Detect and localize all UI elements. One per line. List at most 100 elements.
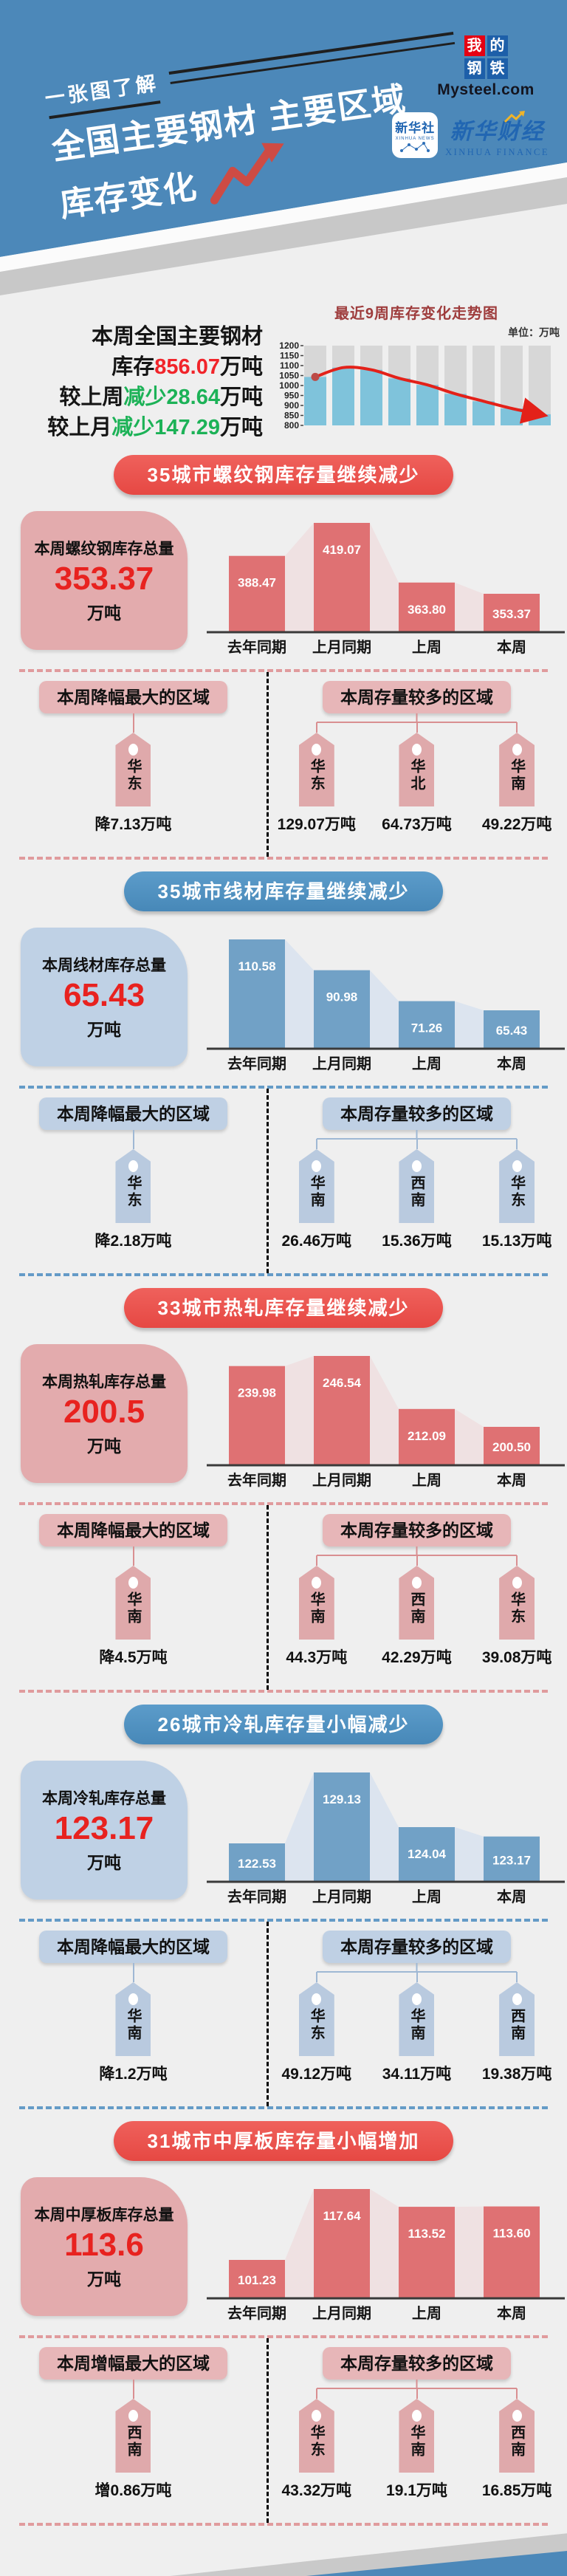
region-tag: 华南	[115, 1982, 151, 2056]
tags-line: 华东 华北 华南	[267, 733, 567, 806]
tag-region-label: 华北	[408, 758, 425, 792]
bar-category-label: 本周	[497, 1888, 526, 1905]
region-tag: 华南	[298, 1566, 334, 1640]
xinhua-finance-logo: 新华财经 XINHUA FINANCE	[445, 110, 549, 158]
section-pill-wrap: 26城市冷轧库存量小幅减少	[0, 1693, 567, 1750]
trend-line	[315, 366, 549, 424]
bar-category-label: 本周	[497, 639, 526, 656]
vertical-dashed-divider	[266, 672, 269, 857]
bar-category-label: 上周	[412, 1472, 441, 1489]
tag-hole	[411, 744, 422, 756]
section-bar-chart: 101.23 117.64 113.52 113.60 去年同期 上月同期 上周 本周	[207, 2189, 565, 2322]
region-tag: 华东	[298, 2399, 334, 2473]
tag-value: 49.22万吨	[481, 816, 552, 833]
bar-value-label: 124.04	[408, 1847, 447, 1861]
bar-value-label: 113.60	[492, 2227, 530, 2241]
top-regions-panel: 本周存量较多的区域 华东 华南 西南 49.12万吨 34.11万吨 19.38万吨	[267, 1931, 567, 2106]
tags-line: 华南	[0, 1982, 267, 2056]
tag-value: 34.11万吨	[382, 2066, 452, 2083]
tags-line: 华东 华南 西南	[267, 2399, 567, 2473]
bar-value-label: 363.80	[408, 603, 446, 617]
section-chart-row: 本周中厚板库存总量 113.6 万吨 101.23 117.64 113.52 113.60…	[0, 2167, 567, 2334]
week-change-value: 减少28.64	[123, 386, 220, 409]
total-inventory-card: 本周热轧库存总量 200.5 万吨	[21, 1344, 188, 1483]
vertical-dashed-divider	[266, 1922, 269, 2106]
section-tags-row: 本周降幅最大的区域 华东 降2.18万吨 本周存量较多的区域 华南 西南 华东 26.46万吨…	[0, 1089, 567, 1273]
tag-hole	[512, 1160, 522, 1172]
section-bar-chart: 110.58 90.98 71.26 65.43 去年同期 上月同期 上周 本周	[207, 939, 565, 1072]
section-chart-row: 本周热轧库存总量 200.5 万吨 239.98 246.54 212.09 200.50 去…	[0, 1334, 567, 1501]
card-value: 353.37	[54, 561, 154, 597]
tag-hole	[312, 1160, 322, 1172]
summary-line3-pre: 较上周	[59, 386, 124, 409]
region-tag: 西南	[499, 2399, 535, 2473]
card-label: 本周热轧库存总量	[42, 1374, 166, 1391]
tag-value: 降1.2万吨	[99, 2066, 168, 2083]
section-title-pill: 26城市冷轧库存量小幅减少	[123, 1705, 444, 1744]
tag-hole	[411, 1993, 422, 2005]
tags-line: 华东	[0, 733, 267, 806]
region-tag: 华东	[499, 1566, 535, 1640]
dashed-divider	[19, 1086, 548, 1089]
tag-region-label: 华南	[508, 758, 525, 792]
tag-value: 降4.5万吨	[99, 1649, 168, 1666]
bar-category-label: 去年同期	[227, 1471, 286, 1489]
finance-arrow-icon	[504, 110, 525, 123]
month-change-value: 减少147.29	[111, 416, 220, 439]
connector-lines	[315, 713, 518, 733]
tag-region-label: 华南	[124, 2008, 141, 2042]
bar-value-label: 122.53	[238, 1857, 276, 1871]
section-bar-chart: 122.53 129.13 124.04 123.17 去年同期 上月同期 上周 本周	[207, 1772, 565, 1905]
zigzag-arrow-icon	[210, 143, 284, 205]
section-pill-wrap: 31城市中厚板库存量小幅增加	[0, 2109, 567, 2167]
tag-region-label: 华东	[124, 758, 141, 792]
bar-category-label: 上月同期	[312, 2305, 371, 2322]
tag-region-label: 华南	[308, 1592, 325, 1626]
card-unit: 万吨	[87, 1853, 121, 1872]
tag-value: 44.3万吨	[286, 1649, 348, 1666]
bar-value-label: 200.50	[492, 1440, 531, 1454]
tags-line: 华南 西南 华东	[267, 1566, 567, 1640]
values-line: 降4.5万吨	[0, 1645, 267, 1668]
card-unit: 万吨	[87, 1020, 121, 1039]
bar-category-label: 去年同期	[227, 1888, 286, 1905]
bar-silhouette	[229, 2189, 540, 2298]
region-tag: 华南	[499, 733, 535, 806]
tag-hole	[411, 1577, 422, 1589]
tag-region-label: 西南	[408, 1592, 425, 1626]
tag-hole	[312, 1993, 322, 2005]
mysteel-logo-grid: 我 的 钢 铁	[434, 35, 537, 79]
panel-title: 本周增幅最大的区域	[38, 2347, 227, 2380]
values-line: 43.32万吨 19.1万吨 16.85万吨	[267, 2479, 567, 2501]
tag-value: 49.12万吨	[281, 2066, 352, 2083]
panel-title: 本周存量较多的区域	[322, 1097, 511, 1130]
dashed-divider	[19, 1273, 548, 1276]
mysteel-logo: 我 的 钢 铁 Mysteel.com	[434, 35, 537, 99]
section-cold-rolled: 26城市冷轧库存量小幅减少 本周冷轧库存总量 123.17 万吨 122.53 129.1…	[0, 1693, 567, 2109]
bar-silhouette	[229, 523, 540, 632]
summary-text: 本周全国主要钢材 库存856.07万吨 较上周减少28.64万吨 较上月减少14…	[0, 322, 263, 443]
bar-silhouette	[229, 939, 540, 1049]
region-tag: 华东	[499, 1149, 535, 1223]
values-line: 44.3万吨 42.29万吨 39.08万吨	[267, 1645, 567, 1668]
section-title-pill: 35城市螺纹钢库存量继续减少	[113, 455, 454, 495]
card-unit: 万吨	[87, 1436, 121, 1456]
connector-lines	[132, 1963, 134, 1982]
bar-value-label: 110.58	[238, 959, 275, 973]
tag-value: 26.46万吨	[281, 1233, 352, 1250]
top-regions-panel: 本周存量较多的区域 华东 华北 华南 129.07万吨 64.73万吨 49.22万吨	[267, 681, 567, 857]
tag-region-label: 西南	[408, 1175, 425, 1209]
section-hot-rolled: 33城市热轧库存量继续减少 本周热轧库存总量 200.5 万吨 239.98 246.54…	[0, 1276, 567, 1693]
tag-hole	[411, 1160, 422, 1172]
tag-hole	[128, 1577, 138, 1589]
intro-block: 本周全国主要钢材 库存856.07万吨 较上周减少28.64万吨 较上月减少14…	[0, 295, 567, 443]
values-line: 49.12万吨 34.11万吨 19.38万吨	[267, 2062, 567, 2084]
tag-value: 16.85万吨	[481, 2482, 552, 2499]
region-tag: 华东	[115, 733, 151, 806]
connector-lines	[132, 713, 134, 733]
section-medium-plate: 31城市中厚板库存量小幅增加 本周中厚板库存总量 113.6 万吨 101.23 117.…	[0, 2109, 567, 2526]
tag-region-label: 华东	[308, 758, 325, 792]
tag-value: 19.1万吨	[386, 2482, 447, 2499]
tags-line: 华东 华南 西南	[267, 1982, 567, 2056]
